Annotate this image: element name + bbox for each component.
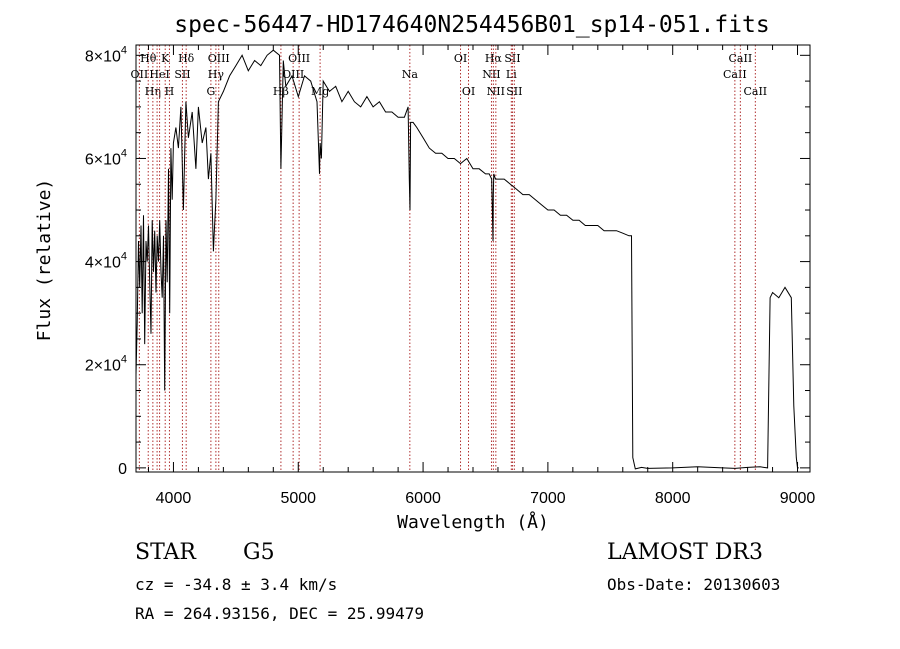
x-tick-label: 8000: [655, 490, 691, 507]
spectral-line-label: OIII: [288, 52, 310, 65]
axis-ticks: 4000 5000 6000 7000 8000 9000 0 2×104 4×104 6×104…: [85, 44, 816, 507]
spectral-line-label: HeI: [149, 68, 169, 81]
redshift-velocity: cz = -34.8 ± 3.4 km/s: [135, 575, 338, 594]
plot-frame: [135, 44, 811, 473]
spectral-line-label: Hθ: [140, 52, 157, 65]
observation-date: Obs-Date: 20130603: [607, 575, 781, 594]
spectral-line-label: Li: [506, 68, 517, 81]
spectral-line-label: OI: [454, 52, 467, 65]
spectral-line-markers: OIIHθHηHeIKHSIIHδGHγOIIIHβOIIIOIIIMgNaOI…: [131, 45, 767, 472]
spectral-line-label: SII: [506, 85, 522, 98]
spectral-line-label: Hβ: [273, 85, 289, 98]
sky-coordinates: RA = 264.93156, DEC = 25.99479: [135, 604, 424, 623]
y-tick-label: 8×104: [85, 44, 127, 65]
spectral-line-label: Hα: [485, 52, 503, 65]
spectral-line-label: G: [206, 85, 215, 98]
spectral-line-label: K: [161, 52, 170, 65]
object-subclass: G5: [243, 540, 275, 565]
x-tick-label: 9000: [780, 490, 816, 507]
spectral-line-label: NII: [482, 68, 500, 81]
y-tick-label: 4×104: [85, 251, 127, 272]
spectral-line-label: Hδ: [178, 52, 195, 65]
spectral-line-label: Hη: [145, 85, 161, 98]
y-axis-label: Flux (relative): [34, 179, 55, 342]
x-tick-label: 7000: [530, 490, 566, 507]
spectral-line-label: SII: [504, 52, 520, 65]
x-tick-label: 6000: [405, 490, 441, 507]
spectral-line-label: CaII: [729, 52, 753, 65]
spectral-line-label: OI: [462, 85, 475, 98]
spectral-line-label: Mg: [311, 85, 329, 98]
y-tick-label: 6×104: [85, 147, 127, 168]
spectrum-line: [135, 49, 799, 470]
spectral-line-label: Hγ: [208, 68, 225, 81]
spectral-line-label: NII: [487, 85, 505, 98]
y-tick-label: 2×104: [85, 354, 127, 375]
x-tick-label: 5000: [280, 490, 316, 507]
chart-title: spec-56447-HD174640N254456B01_sp14-051.f…: [174, 12, 769, 38]
spectral-line-label: CaII: [723, 68, 747, 81]
spectral-line-label: CaII: [743, 85, 767, 98]
spectral-line-label: Na: [402, 68, 419, 81]
spectral-line-label: OII: [131, 68, 149, 81]
y-tick-label: 0: [118, 461, 127, 478]
x-axis-label: Wavelength (Å): [397, 511, 549, 533]
spectral-line-label: H: [165, 85, 175, 98]
survey-name: LAMOST DR3: [607, 540, 763, 565]
spectral-line-label: OIII: [208, 52, 230, 65]
spectral-line-label: SII: [174, 68, 190, 81]
x-tick-label: 4000: [156, 490, 192, 507]
object-class: STAR: [135, 540, 196, 565]
